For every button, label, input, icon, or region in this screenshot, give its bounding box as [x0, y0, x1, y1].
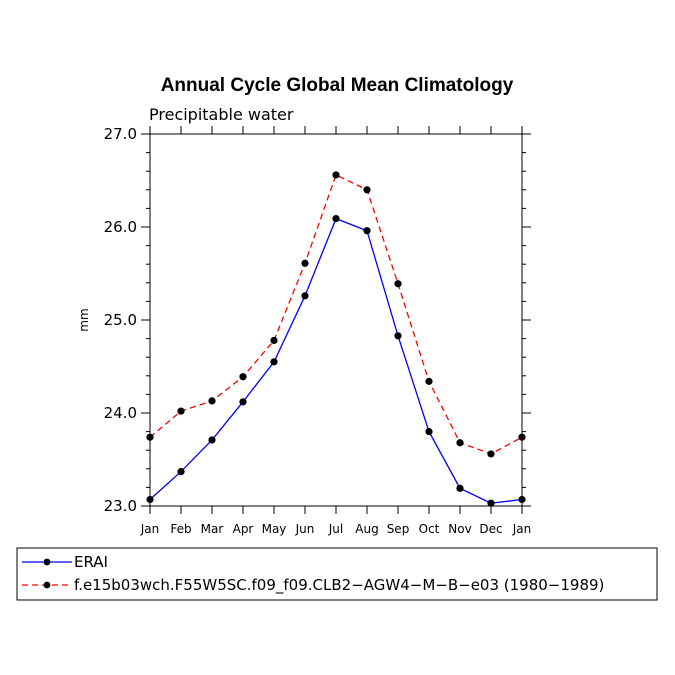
legend: ERAI f.e15b03wch.F55W5SC.f09_f09.CLB2−AG… [16, 547, 658, 601]
x-tick-label: Mar [201, 522, 224, 536]
series-1-point [301, 259, 309, 267]
x-tick-label: Apr [233, 522, 254, 536]
series-0-point [394, 332, 402, 340]
series-1-point [394, 280, 402, 288]
series-0-point [239, 398, 247, 406]
y-tick-label: 26.0 [104, 218, 137, 236]
legend-box [16, 547, 658, 601]
series-1-point [146, 433, 154, 441]
x-tick-label: Jun [295, 522, 315, 536]
series-1-point [208, 397, 216, 405]
y-tick-label: 24.0 [104, 404, 137, 422]
x-tick-label: Jan [512, 522, 532, 536]
legend-label-model: f.e15b03wch.F55W5SC.f09_f09.CLB2−AGW4−M−… [74, 576, 604, 595]
x-tick-label: Nov [448, 522, 471, 536]
series-layer [146, 171, 526, 507]
series-1-point [487, 450, 495, 458]
y-tick-label: 25.0 [104, 311, 137, 329]
series-1-point [270, 336, 278, 345]
series-0-point [456, 484, 464, 492]
legend-marker-erai [43, 558, 51, 566]
chart-subtitle: Precipitable water [149, 105, 294, 124]
legend-label-erai: ERAI [74, 553, 108, 571]
y-ticks: 23.0 24.0 25.0 26.0 27.0 [104, 125, 531, 515]
x-tick-label: Jan [140, 522, 160, 536]
plot-frame [149, 133, 523, 507]
series-1-point [518, 433, 526, 441]
y-axis-label: mm [77, 308, 91, 331]
series-0-point [518, 495, 526, 504]
series-1-point [239, 373, 247, 381]
series-0-point [177, 467, 185, 476]
x-tick-label: Sep [387, 522, 410, 536]
series-1-point [456, 439, 464, 447]
series-0-point [363, 227, 371, 235]
x-tick-label: Feb [170, 522, 191, 536]
series-0-point [208, 436, 216, 444]
series-1-point [332, 171, 340, 179]
series-0-point [301, 292, 309, 300]
x-tick-label: Oct [419, 522, 440, 536]
series-0-point [487, 499, 495, 507]
x-tick-label: Dec [479, 522, 502, 536]
series-0-point [425, 428, 433, 436]
chart-title: Annual Cycle Global Mean Climatology [161, 75, 514, 96]
y-tick-label: 27.0 [104, 125, 137, 143]
x-tick-label: May [262, 522, 287, 536]
x-tick-label: Aug [355, 522, 378, 536]
x-tick-label: Jul [328, 522, 343, 536]
series-1-point [177, 407, 185, 415]
series-0-point [270, 358, 278, 366]
y-tick-label: 23.0 [104, 497, 137, 515]
series-1-point [425, 377, 433, 385]
series-1-point [363, 186, 371, 194]
series-0-point [332, 215, 340, 223]
series-line-0 [149, 217, 523, 504]
series-0-point [146, 495, 154, 504]
x-ticks: Jan Feb Mar Apr May Jun Jul Aug Sep Oct Nov Dec Jan [140, 126, 532, 536]
legend-marker-model [43, 581, 51, 589]
